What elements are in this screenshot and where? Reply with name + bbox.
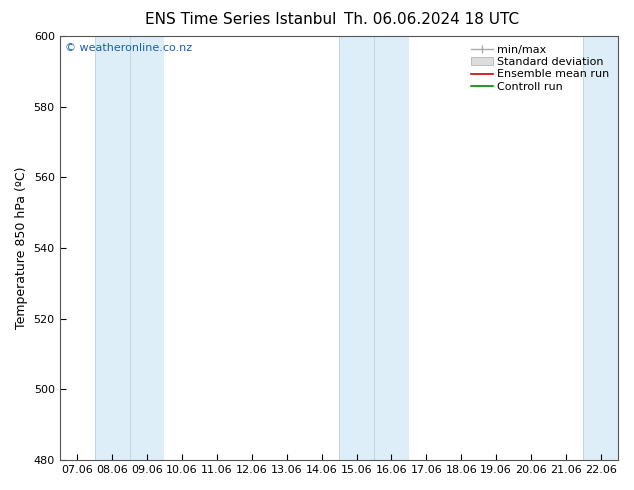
Legend: min/max, Standard deviation, Ensemble mean run, Controll run: min/max, Standard deviation, Ensemble me… [467,42,613,95]
Text: Th. 06.06.2024 18 UTC: Th. 06.06.2024 18 UTC [344,12,519,27]
Bar [129,36,164,460]
Text: © weatheronline.co.nz: © weatheronline.co.nz [65,43,192,52]
Bar [339,36,374,460]
Bar [374,36,409,460]
Bar [94,36,129,460]
Y-axis label: Temperature 850 hPa (ºC): Temperature 850 hPa (ºC) [15,167,28,329]
Text: ENS Time Series Istanbul: ENS Time Series Istanbul [145,12,337,27]
Bar [583,36,618,460]
